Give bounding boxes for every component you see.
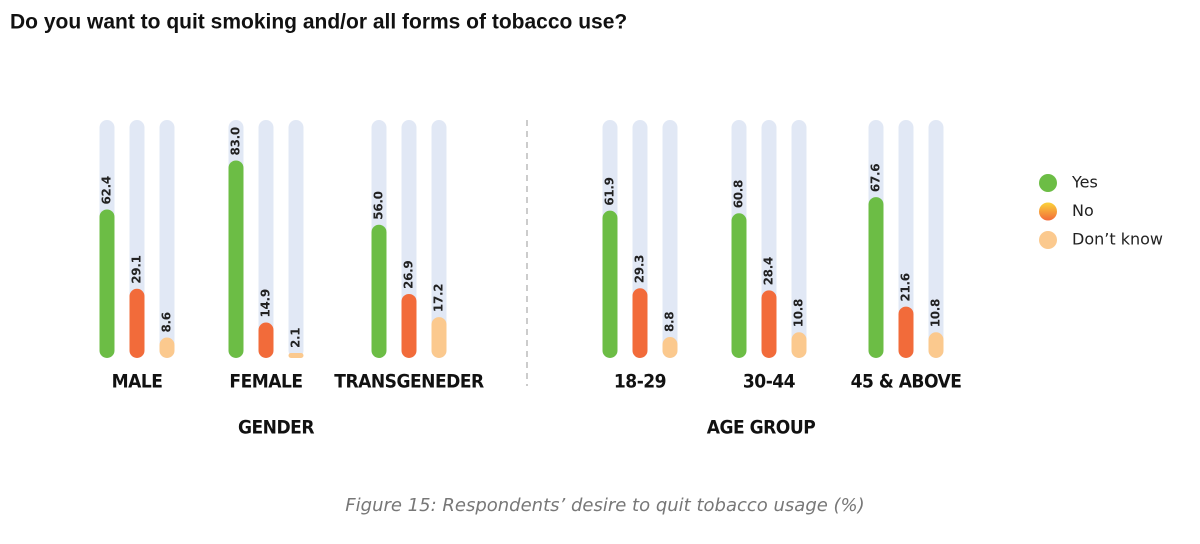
legend-marker xyxy=(1039,202,1057,221)
track xyxy=(258,120,274,358)
category-label: 18-29 xyxy=(614,371,666,393)
bar xyxy=(898,306,914,358)
value-label: 61.9 xyxy=(603,177,617,205)
value-label: 2.1 xyxy=(289,328,303,348)
track xyxy=(288,120,304,358)
track xyxy=(791,120,807,358)
track xyxy=(159,120,175,358)
bar xyxy=(868,197,884,358)
value-label: 60.8 xyxy=(732,180,746,208)
value-label: 67.6 xyxy=(869,164,883,192)
value-label: 14.9 xyxy=(259,289,273,317)
value-label: 8.8 xyxy=(663,312,677,332)
bar xyxy=(288,353,304,358)
group-label: AGE GROUP xyxy=(707,417,816,439)
bar xyxy=(928,332,944,358)
category-label: 45 & ABOVE xyxy=(851,371,962,393)
bar xyxy=(159,337,175,358)
value-label: 17.2 xyxy=(432,284,446,312)
bar xyxy=(731,213,747,358)
group-label: GENDER xyxy=(238,417,314,439)
bar xyxy=(791,332,807,358)
bar xyxy=(228,160,244,358)
legend-label: Don’t know xyxy=(1072,230,1163,249)
value-label: 62.4 xyxy=(100,176,114,204)
legend-marker xyxy=(1039,231,1057,249)
bar xyxy=(602,210,618,358)
legend-marker xyxy=(1039,174,1057,192)
track xyxy=(662,120,678,358)
track xyxy=(431,120,447,358)
caption: Figure 15: Respondents’ desire to quit t… xyxy=(345,495,864,516)
category-label: TRANSGENEDER xyxy=(334,371,484,393)
track xyxy=(898,120,914,358)
bar xyxy=(129,288,145,358)
bar xyxy=(431,317,447,358)
category-label: FEMALE xyxy=(229,371,302,393)
chart-title: Do you want to quit smoking and/or all f… xyxy=(10,11,627,34)
value-label: 29.3 xyxy=(633,255,647,283)
value-label: 83.0 xyxy=(229,127,243,155)
bar xyxy=(258,322,274,358)
value-label: 10.8 xyxy=(792,299,806,327)
bar xyxy=(371,224,387,358)
value-label: 26.9 xyxy=(402,261,416,289)
value-label: 28.4 xyxy=(762,257,776,285)
bar xyxy=(99,209,115,358)
legend-label: Yes xyxy=(1071,173,1098,192)
value-label: 10.8 xyxy=(929,299,943,327)
value-label: 56.0 xyxy=(372,191,386,219)
category-label: 30-44 xyxy=(743,371,796,393)
value-label: 29.1 xyxy=(130,255,144,283)
bar xyxy=(662,337,678,358)
legend-label: No xyxy=(1072,201,1094,220)
value-label: 21.6 xyxy=(899,273,913,301)
bar xyxy=(401,293,417,358)
track xyxy=(928,120,944,358)
bar xyxy=(761,290,777,358)
bar xyxy=(632,288,648,358)
value-label: 8.6 xyxy=(160,312,174,332)
category-label: MALE xyxy=(112,371,163,393)
